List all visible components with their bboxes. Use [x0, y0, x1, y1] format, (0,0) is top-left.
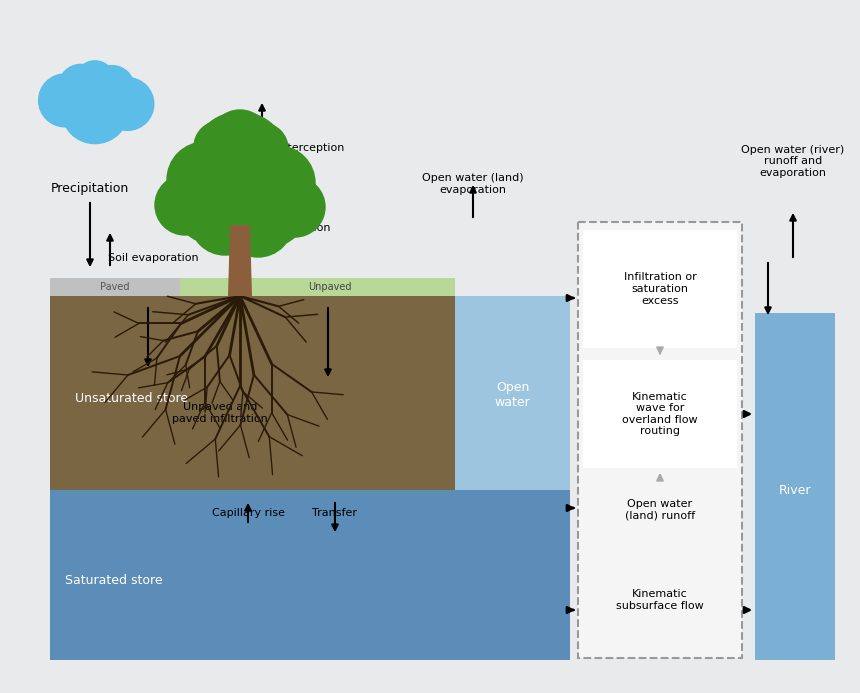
Text: Open water
(land) runoff: Open water (land) runoff — [625, 499, 695, 521]
Bar — [455, 490, 570, 660]
Circle shape — [236, 123, 288, 175]
Text: Soil evaporation: Soil evaporation — [108, 253, 199, 263]
Bar — [50, 490, 455, 660]
Text: Unpaved: Unpaved — [308, 282, 352, 292]
Text: Transfer: Transfer — [312, 508, 358, 518]
Circle shape — [190, 185, 260, 255]
Bar — [50, 278, 180, 296]
Circle shape — [167, 142, 243, 218]
Circle shape — [101, 78, 154, 130]
Circle shape — [192, 112, 288, 208]
Bar — [578, 222, 742, 658]
Text: Unsaturated store: Unsaturated store — [75, 392, 188, 405]
Circle shape — [155, 175, 215, 235]
Text: Capillary rise: Capillary rise — [212, 508, 285, 518]
Circle shape — [194, 121, 246, 173]
Polygon shape — [228, 225, 252, 296]
Circle shape — [59, 64, 102, 107]
Bar — [455, 296, 570, 490]
Text: Unpaved and
paved infiltration: Unpaved and paved infiltration — [172, 402, 267, 424]
Text: Kinematic
subsurface flow: Kinematic subsurface flow — [616, 589, 703, 611]
Text: Open water (land)
evaporation: Open water (land) evaporation — [422, 173, 524, 195]
Bar — [583, 360, 737, 468]
Text: Paved: Paved — [101, 282, 130, 292]
Circle shape — [210, 110, 270, 170]
Circle shape — [177, 177, 243, 243]
Text: Open water (river)
runoff and
evaporation: Open water (river) runoff and evaporatio… — [741, 145, 845, 178]
Text: Kinematic
wave for
overland flow
routing: Kinematic wave for overland flow routing — [622, 392, 697, 437]
Text: Infiltration or
saturation
excess: Infiltration or saturation excess — [624, 272, 697, 306]
Text: River: River — [779, 484, 811, 496]
Circle shape — [239, 180, 305, 246]
Bar — [180, 278, 455, 296]
Circle shape — [241, 146, 315, 220]
Circle shape — [202, 177, 278, 253]
Circle shape — [173, 145, 223, 195]
Circle shape — [76, 61, 114, 99]
Text: Open
water: Open water — [494, 381, 531, 409]
Circle shape — [223, 187, 293, 257]
Bar — [583, 230, 737, 348]
Circle shape — [259, 148, 309, 198]
Bar — [755, 313, 835, 660]
Text: Precipitation: Precipitation — [51, 182, 129, 195]
Circle shape — [89, 66, 135, 111]
Circle shape — [39, 74, 91, 127]
Text: Interception: Interception — [278, 143, 346, 153]
Circle shape — [61, 76, 129, 143]
Text: Saturated store: Saturated store — [65, 574, 163, 586]
Text: Transpiration: Transpiration — [258, 223, 330, 233]
Bar — [50, 296, 455, 490]
Circle shape — [265, 177, 325, 237]
